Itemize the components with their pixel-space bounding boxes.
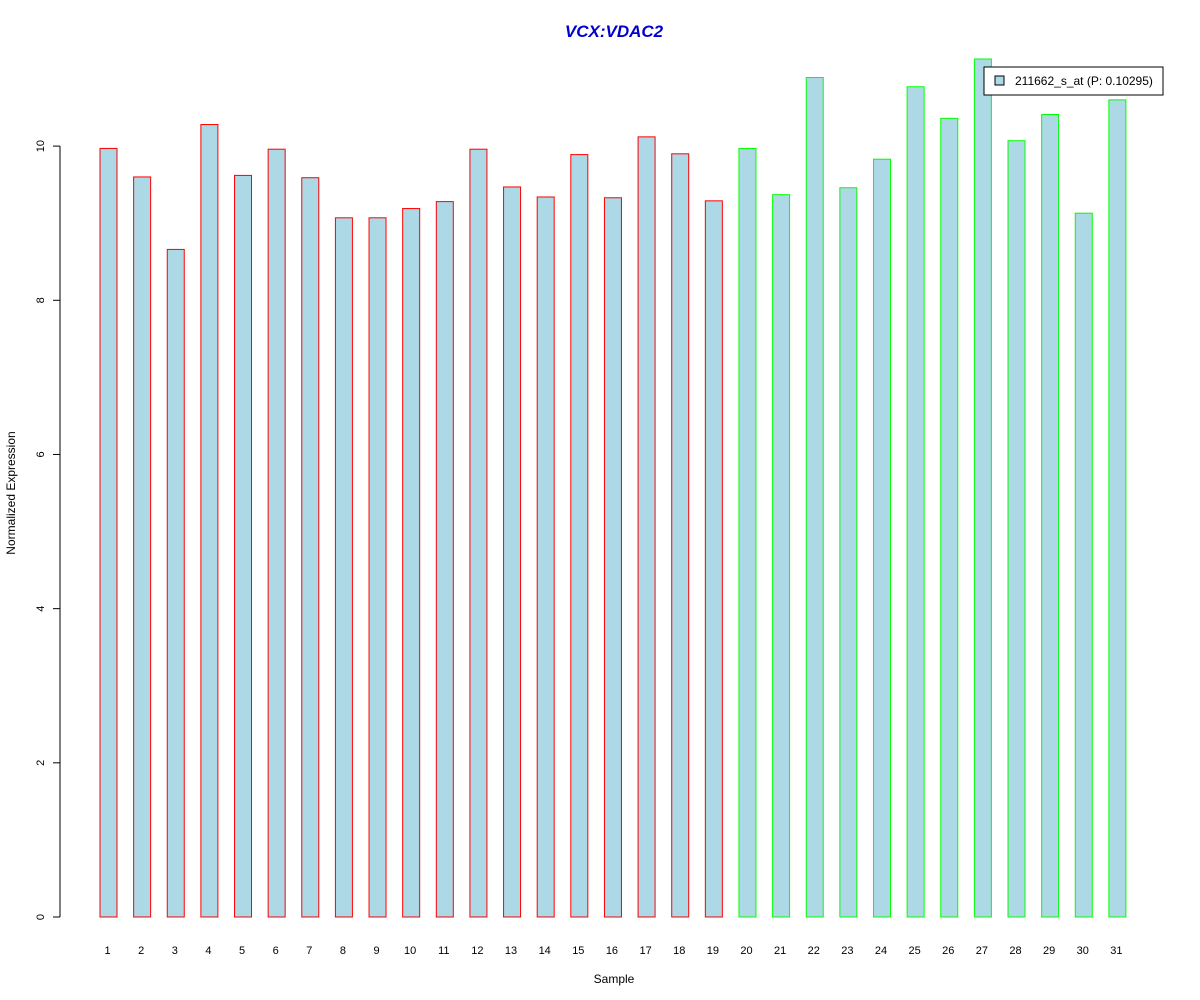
y-tick-label: 10 (35, 140, 47, 152)
x-tick-label: 17 (639, 945, 651, 957)
bar-sample-10 (402, 208, 421, 918)
bar-sample-28 (1007, 140, 1026, 918)
bar-sample-26 (940, 117, 959, 918)
bar-sample-11 (435, 201, 454, 918)
x-tick-label: 26 (942, 945, 954, 957)
bar-sample-25 (906, 86, 925, 918)
bar-sample-7 (301, 177, 320, 918)
bar-sample-14 (536, 196, 555, 918)
x-tick-label: 5 (239, 945, 245, 957)
x-tick-label: 1 (104, 945, 110, 957)
x-tick-label: 2 (138, 945, 144, 957)
bar-sample-5 (234, 174, 253, 918)
legend-box (983, 66, 1164, 96)
y-axis: 0 2 4 6 8 10 (35, 140, 61, 920)
x-tick-label: 13 (505, 945, 517, 957)
bar-sample-21 (772, 194, 791, 918)
bar-sample-6 (267, 148, 286, 918)
x-tick-label: 9 (373, 945, 379, 957)
x-tick-label: 29 (1043, 945, 1055, 957)
bar-sample-16 (603, 197, 622, 918)
bar-sample-30 (1074, 212, 1093, 918)
x-tick-label: 31 (1110, 945, 1122, 957)
chart-title: VCX:VDAC2 (565, 22, 664, 41)
x-tick-label: 30 (1077, 945, 1089, 957)
x-tick-label: 23 (841, 945, 853, 957)
bar-sample-31 (1108, 99, 1127, 918)
x-tick-label: 3 (172, 945, 178, 957)
bar-sample-29 (1041, 114, 1060, 918)
x-tick-label: 28 (1009, 945, 1021, 957)
bar-sample-24 (872, 158, 891, 918)
legend: 211662_s_at (P: 0.10295) (983, 66, 1164, 96)
bar-sample-17 (637, 136, 656, 918)
legend-label: 211662_s_at (P: 0.10295) (1015, 74, 1153, 88)
bar-sample-20 (738, 147, 757, 918)
x-tick-label: 12 (471, 945, 483, 957)
bar-sample-18 (671, 153, 690, 918)
bar-sample-3 (166, 248, 185, 918)
x-tick-label: 24 (875, 945, 887, 957)
y-tick-label: 8 (35, 297, 47, 303)
bar-sample-9 (368, 217, 387, 918)
x-tick-label: 20 (740, 945, 752, 957)
bar-sample-22 (805, 77, 824, 918)
x-tick-label: 7 (306, 945, 312, 957)
y-tick-label: 0 (35, 914, 47, 920)
x-tick-label: 4 (205, 945, 211, 957)
y-axis-label: Normalized Expression (4, 431, 18, 554)
x-tick-labels: 1 2 3 4 5 6 7 8 9 10 11 12 13 14 15 16 17 18 19 20 21 22 23 24 2… (104, 945, 1122, 957)
x-tick-label: 8 (340, 945, 346, 957)
x-tick-label: 15 (572, 945, 584, 957)
x-tick-label: 6 (273, 945, 279, 957)
x-tick-label: 27 (976, 945, 988, 957)
x-tick-label: 11 (438, 945, 449, 957)
x-tick-label: 19 (707, 945, 719, 957)
bar-sample-8 (334, 217, 353, 918)
x-tick-label: 25 (908, 945, 920, 957)
bar-sample-23 (839, 187, 858, 918)
x-tick-label: 10 (404, 945, 416, 957)
x-tick-label: 22 (808, 945, 820, 957)
legend-swatch (994, 75, 1005, 86)
bar-sample-15 (570, 154, 589, 918)
x-axis-label: Sample (594, 972, 635, 986)
bars-group (99, 58, 1127, 918)
x-tick-label: 16 (606, 945, 618, 957)
x-tick-label: 21 (774, 945, 786, 957)
y-tick-label: 2 (35, 760, 47, 766)
x-tick-label: 14 (539, 945, 551, 957)
bar-sample-27 (973, 58, 992, 918)
bar-sample-19 (704, 200, 723, 918)
bar-sample-2 (133, 176, 152, 918)
bar-sample-13 (503, 186, 522, 918)
y-tick-label: 6 (35, 451, 47, 457)
bar-sample-1 (99, 147, 118, 918)
bar-sample-4 (200, 124, 219, 918)
bar-sample-12 (469, 148, 488, 918)
y-tick-label: 4 (35, 606, 47, 612)
x-tick-label: 18 (673, 945, 685, 957)
